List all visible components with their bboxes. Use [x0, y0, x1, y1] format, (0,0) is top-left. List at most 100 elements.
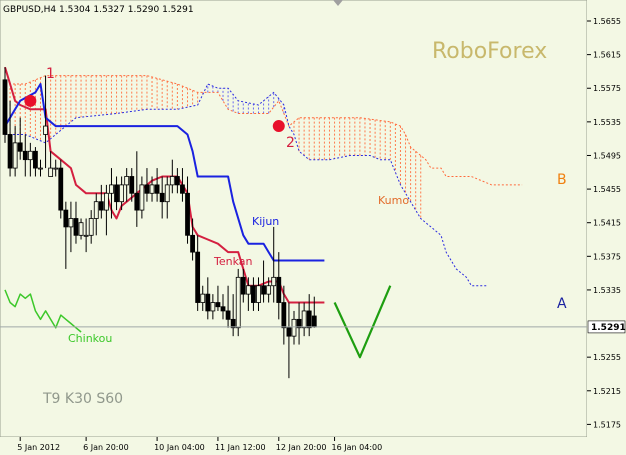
plot-area: [0, 0, 588, 438]
candle-body: [174, 176, 180, 186]
x-tick-label: 10 Jan 04:00: [154, 443, 205, 452]
candles: [2, 67, 317, 379]
candle-body: [291, 318, 297, 337]
candle-body: [98, 201, 104, 211]
chinkou-line: [4, 289, 82, 333]
candle-body: [230, 318, 236, 329]
y-tick-label: 1.5175: [593, 420, 621, 429]
candle-body: [311, 315, 317, 328]
y-tick-label: 1.5655: [593, 17, 621, 26]
candle-body: [266, 285, 272, 295]
candle-body: [220, 306, 226, 312]
candle-body: [53, 167, 59, 170]
candle-body: [33, 150, 38, 169]
candle-body: [301, 310, 307, 329]
candle-body: [139, 184, 145, 211]
point-1-marker: [24, 94, 37, 107]
candle-body: [256, 285, 261, 303]
candle-body: [83, 234, 89, 237]
x-tick-label: 12 Jan 20:00: [276, 443, 327, 452]
y-tick-label: 1.5255: [593, 353, 621, 362]
candle-body: [296, 318, 302, 329]
candle-body: [180, 184, 185, 194]
current-price-tag: [587, 320, 626, 334]
candle-body: [124, 176, 130, 186]
candle-body: [154, 184, 160, 194]
point-1-label: 1: [46, 66, 55, 82]
y-tick-label: 1.5535: [593, 118, 621, 127]
y-tick-label: 1.5495: [593, 151, 621, 160]
price-axis: 1.5655 1.5615 1.5575 1.5535 1.5495 1.5455 1.54…: [587, 17, 621, 429]
x-tick-label: 5 Jan 2012: [17, 443, 60, 452]
candle-body: [261, 285, 266, 295]
candle-body: [281, 302, 287, 329]
candle-body: [17, 142, 23, 152]
y-tick-label: 1.5575: [593, 84, 621, 93]
markers: [24, 94, 285, 133]
kumo-label: Kumo: [378, 194, 409, 207]
candle-body: [245, 285, 251, 295]
point-2-marker: [272, 120, 285, 133]
candle-body: [63, 209, 69, 228]
candle-body: [68, 218, 74, 228]
chinkou-label: Chinkou: [68, 332, 112, 345]
current-price-label: 1.5291: [591, 323, 626, 333]
candle-body: [190, 234, 195, 253]
candle-body: [169, 176, 175, 186]
time-axis: 5 Jan 2012 6 Jan 20:00 10 Jan 04:00 11 Jan …: [17, 437, 382, 452]
candle-body: [12, 142, 18, 169]
y-tick-label: 1.5335: [593, 286, 621, 295]
candle-body: [93, 201, 99, 219]
y-tick-label: 1.5375: [593, 252, 621, 261]
candle-body: [185, 192, 190, 236]
point-a-label: A: [557, 296, 567, 312]
candle-body: [286, 327, 292, 337]
price-axis-area: [587, 0, 626, 437]
chart-shift-triangle[interactable]: [333, 0, 343, 6]
candle-body: [276, 276, 282, 303]
candle-body: [159, 192, 165, 203]
senkou-span-b: [5, 83, 487, 287]
candle-body: [109, 184, 114, 194]
candle-body: [164, 184, 170, 203]
x-tick-label: 16 Jan 04:00: [332, 443, 383, 452]
candle-body: [235, 276, 241, 329]
candle-body: [215, 302, 221, 308]
chart-title: GBPUSD,H4 1.5304 1.5327 1.5290 1.5291: [3, 5, 194, 15]
candle-body: [119, 184, 125, 203]
candle-body: [149, 184, 155, 194]
forecast-line: [333, 285, 392, 359]
candle-body: [27, 150, 33, 161]
candle-body: [225, 310, 231, 320]
watermark: RoboForex: [432, 39, 547, 64]
candle-body: [78, 222, 84, 236]
settings-label: T9 K30 S60: [42, 391, 123, 407]
candle-body: [210, 302, 216, 312]
candle-body: [22, 150, 28, 161]
candle-body: [134, 192, 140, 211]
candle-body: [271, 276, 277, 287]
candle-body: [48, 167, 54, 177]
y-tick-label: 1.5215: [593, 387, 621, 396]
candle-body: [129, 176, 135, 194]
candle-body: [200, 293, 206, 303]
candle-body: [88, 218, 94, 236]
kijun-label: Kijun: [252, 215, 279, 228]
y-tick-label: 1.5415: [593, 219, 621, 228]
x-tick-label: 6 Jan 20:00: [83, 443, 129, 452]
candle-body: [114, 184, 119, 203]
kijun-line: [4, 83, 325, 262]
point-2-label: 2: [286, 135, 295, 151]
candle-body: [144, 184, 150, 194]
candle-body: [58, 167, 64, 211]
tenkan-label: Tenkan: [213, 255, 253, 268]
point-b-label: B: [557, 172, 567, 188]
candle-body: [205, 293, 211, 312]
candle-body: [43, 125, 48, 135]
candle-body: [73, 218, 79, 236]
y-tick-label: 1.5615: [593, 51, 621, 60]
candle-body: [195, 251, 201, 303]
y-tick-label: 1.5455: [593, 185, 621, 194]
x-tick-label: 11 Jan 12:00: [215, 443, 266, 452]
